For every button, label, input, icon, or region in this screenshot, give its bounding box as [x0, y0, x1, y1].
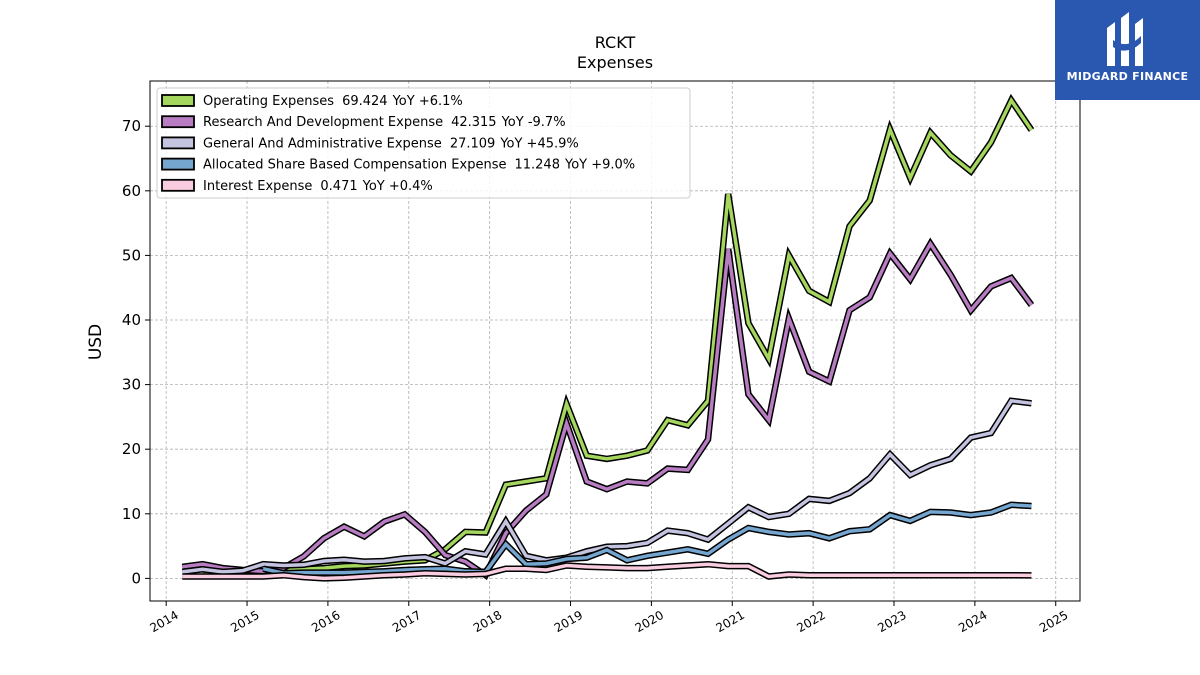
legend-entry: Operating Expenses 69.424 YoY +6.1% [203, 94, 463, 109]
midgard-finance-logo: MIDGARD FINANCE [1055, 0, 1200, 100]
legend-box [156, 87, 691, 199]
plot-frame [149, 80, 1081, 602]
legend-entry: Allocated Share Based Compensation Expen… [203, 158, 635, 173]
y-tick-label: 70 [122, 117, 141, 135]
legend-series-value: 27.109 [450, 136, 496, 151]
legend-series-yoy: YoY -9.7% [501, 115, 566, 130]
x-tick-label: 2015 [228, 608, 261, 635]
chart-subtitle: Expenses [577, 53, 653, 72]
midgard-logo-mark-icon [1107, 12, 1143, 66]
legend-entry: Research And Development Expense 42.315 Yo… [203, 115, 566, 130]
legend-series-value: 69.424 [342, 94, 388, 109]
legend-series-name: Interest Expense [203, 179, 312, 194]
legend-series-name: General And Administrative Expense [203, 136, 442, 151]
series-allocated-share-based-compensation-expense [262, 501, 1032, 577]
x-tick-label: 2021 [714, 608, 747, 635]
x-tick-label: 2024 [956, 608, 989, 635]
legend-entry: General And Administrative Expense 27.109… [203, 136, 579, 151]
x-tick-label: 2017 [390, 608, 423, 635]
chart-title: RCKT [595, 33, 636, 52]
legend-series-yoy: YoY +0.4% [362, 179, 433, 194]
x-tick-label: 2014 [147, 608, 180, 635]
series-line [262, 503, 1032, 575]
legend-series-name: Allocated Share Based Compensation Expen… [203, 158, 506, 173]
y-tick-label: 0 [131, 569, 141, 587]
series-line [182, 240, 1033, 578]
series-interest-expense [182, 560, 1032, 582]
legend-series-yoy: YoY +6.1% [392, 94, 463, 109]
legend-series-name: Operating Expenses [203, 94, 334, 109]
x-tick-label: 2020 [633, 608, 666, 635]
legend-swatch [161, 157, 195, 171]
legend-series-value: 42.315 [451, 115, 497, 130]
legend-swatch [161, 136, 195, 150]
legend-series-value: 0.471 [320, 179, 357, 194]
legend-swatch [161, 178, 195, 192]
series-research-and-development-expense [181, 237, 1035, 580]
x-tick-label: 2025 [1037, 608, 1070, 635]
x-tick-label: 2016 [309, 608, 342, 635]
series-line-outline [181, 237, 1035, 580]
legend-entry: Interest Expense 0.471 YoY +0.4% [203, 179, 433, 194]
legend-series-yoy: YoY +45.9% [499, 136, 578, 151]
legend-series-yoy: YoY +9.0% [564, 158, 635, 173]
y-tick-label: 60 [122, 182, 141, 200]
y-axis-label: USD [86, 324, 106, 360]
logo-text: MIDGARD FINANCE [1066, 70, 1189, 83]
y-tick-label: 30 [122, 376, 141, 394]
y-tick-label: 20 [122, 440, 141, 458]
y-tick-label: 10 [122, 505, 141, 523]
series-lines [181, 93, 1035, 582]
x-tick-label: 2023 [875, 608, 908, 635]
y-tick-label: 40 [122, 311, 141, 329]
x-tick-label: 2018 [471, 608, 504, 635]
legend-swatch [161, 115, 195, 129]
legend-series-value: 11.248 [514, 158, 560, 173]
y-tick-label: 50 [122, 246, 141, 264]
series-line [182, 562, 1032, 581]
legend-swatch [161, 94, 195, 107]
legend-series-name: Research And Development Expense [203, 115, 443, 130]
x-tick-label: 2022 [794, 608, 827, 635]
x-tick-label: 2019 [552, 608, 585, 635]
legend: Operating Expenses 69.424 YoY +6.1% Researc… [156, 87, 691, 199]
